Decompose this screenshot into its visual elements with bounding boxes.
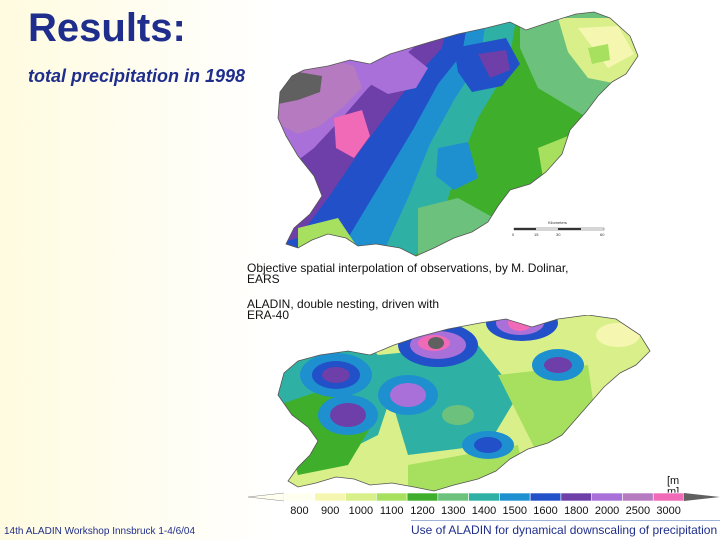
legend-swatch bbox=[499, 492, 531, 502]
legend-swatch bbox=[437, 492, 469, 502]
legend-label: 1500 bbox=[503, 505, 527, 517]
scalebar-title: Kilometers bbox=[548, 220, 567, 225]
legend-label: 800 bbox=[290, 505, 308, 517]
scalebar-tick: 30 bbox=[556, 232, 561, 237]
unit-label-line2: m] bbox=[667, 486, 680, 498]
legend-label: 3000 bbox=[656, 505, 680, 517]
legend-swatch bbox=[314, 492, 346, 502]
legend-swatch bbox=[591, 492, 623, 502]
legend-label: 2000 bbox=[595, 505, 619, 517]
precipitation-color-legend: 800 900 1000 1100 1200 1300 1400 1500 1600 1800 20… bbox=[248, 492, 720, 517]
aladin-precipitation-map bbox=[277, 315, 651, 492]
scalebar-tick: 60 bbox=[600, 232, 605, 237]
observation-precipitation-map: Kilometers 0 15 30 60 bbox=[277, 11, 639, 257]
legend-label: 1000 bbox=[349, 505, 373, 517]
legend-label: 1200 bbox=[410, 505, 434, 517]
legend-swatch bbox=[529, 492, 562, 502]
aladin-map-caption: ALADIN, double nesting, driven with ERA-… bbox=[247, 297, 440, 322]
legend-swatch bbox=[376, 492, 408, 502]
legend-swatch bbox=[652, 492, 685, 502]
legend-low-arrow bbox=[248, 492, 285, 502]
slide-title: Results: bbox=[28, 6, 186, 50]
legend-swatch bbox=[345, 492, 377, 502]
observation-map-caption: Objective spatial interpolation of obser… bbox=[247, 261, 569, 286]
unit-label: [m m] bbox=[667, 476, 679, 498]
legend-swatch bbox=[468, 492, 500, 502]
scalebar-tick: 15 bbox=[534, 232, 539, 237]
scale-bar: Kilometers 0 15 30 60 bbox=[512, 220, 605, 237]
legend-swatch bbox=[560, 492, 592, 502]
legend-label: 1100 bbox=[380, 505, 404, 517]
unit-label-line1: [m bbox=[667, 475, 680, 487]
footer-divider bbox=[411, 520, 720, 521]
footer-workshop: 14th ALADIN Workshop Innsbruck 1-4/6/04 bbox=[4, 526, 196, 537]
legend-high-arrow bbox=[684, 493, 720, 501]
scalebar-tick: 0 bbox=[512, 232, 515, 237]
footer-topic: Use of ALADIN for dynamical downscaling … bbox=[411, 523, 718, 537]
legend-swatch bbox=[283, 492, 316, 502]
legend-label: 1400 bbox=[472, 505, 496, 517]
slide-subtitle: total precipitation in 1998 bbox=[28, 66, 246, 86]
legend-label: 1800 bbox=[564, 505, 588, 517]
legend-label: 1300 bbox=[441, 505, 465, 517]
legend-label: 900 bbox=[321, 505, 339, 517]
legend-label: 2500 bbox=[626, 505, 650, 517]
legend-label: 1600 bbox=[533, 505, 557, 517]
legend-swatch bbox=[406, 492, 439, 502]
legend-swatch bbox=[622, 492, 654, 502]
